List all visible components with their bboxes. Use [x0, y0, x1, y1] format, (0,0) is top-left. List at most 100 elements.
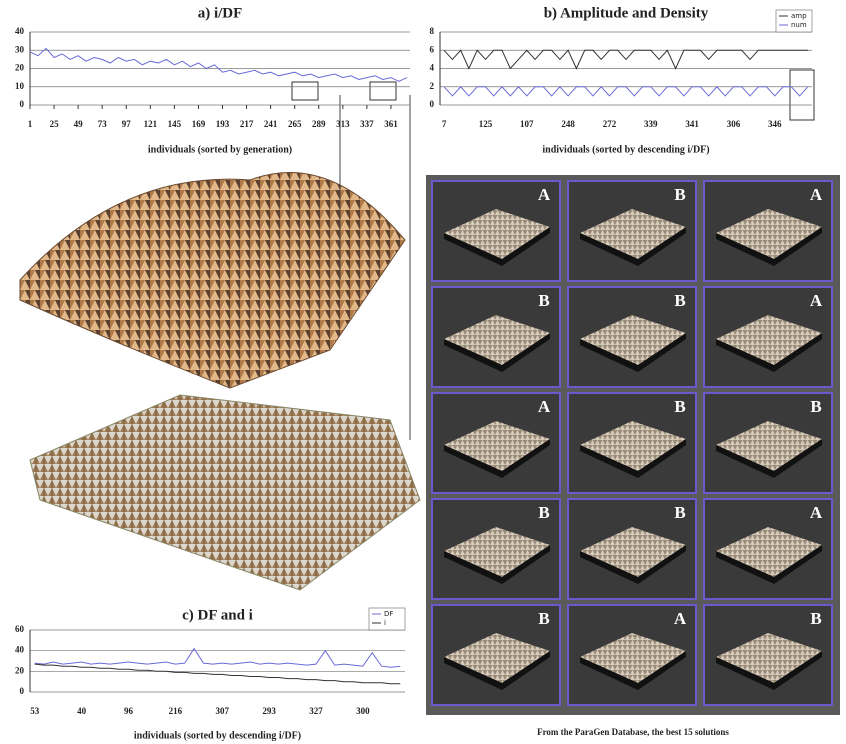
x-tick-label: 289	[312, 119, 326, 129]
thumbnail-label: A	[810, 291, 823, 310]
x-tick-label: 361	[384, 119, 398, 129]
thumbnail-label: A	[810, 503, 823, 522]
thumbnail-label: A	[538, 185, 551, 204]
highlight-box	[789, 69, 815, 121]
x-tick-label: 293	[262, 706, 276, 716]
thumbnail-label: B	[674, 503, 685, 522]
thumbnail-base	[716, 651, 822, 690]
x-tick-label: 272	[603, 119, 617, 129]
x-tick-label: 265	[288, 119, 302, 129]
thumbnail-surface	[580, 421, 686, 471]
x-tick-label: 125	[479, 119, 493, 129]
thumbnail-label: A	[810, 185, 823, 204]
thumbnail-base	[716, 333, 822, 372]
x-axis-label: individuals (sorted by generation)	[148, 144, 292, 155]
gallery: A B A B B A A B B B B A B A B	[431, 180, 833, 706]
x-tick-label: 241	[264, 119, 278, 129]
y-tick-label: 8	[430, 26, 435, 36]
series-line	[34, 663, 401, 685]
x-tick-label: 341	[685, 119, 699, 129]
thumbnail-label: B	[810, 397, 821, 416]
legend-label: amp	[791, 12, 807, 20]
thumbnail-base	[580, 439, 686, 478]
x-tick-label: 53	[30, 706, 40, 716]
x-tick-label: 346	[768, 119, 782, 129]
x-tick-label: 313	[336, 119, 350, 129]
x-tick-label: 300	[356, 706, 370, 716]
thumbnail-label: B	[538, 503, 549, 522]
thumbnail-surface	[580, 209, 686, 259]
highlight-box	[369, 81, 397, 101]
x-tick-label: 73	[98, 119, 108, 129]
thumbnail-label: B	[538, 291, 549, 310]
thumbnail-surface	[444, 421, 550, 471]
legend-label: i	[384, 619, 386, 627]
series-line	[29, 47, 408, 82]
x-tick-label: 7	[442, 119, 447, 129]
render-bottom	[29, 394, 421, 591]
series-line	[443, 49, 808, 70]
thumbnail-surface	[444, 209, 550, 259]
thumbnail-surface	[444, 527, 550, 577]
y-tick-label: 40	[15, 645, 25, 655]
x-tick-label: 25	[50, 119, 60, 129]
y-tick-label: 10	[15, 81, 25, 91]
x-tick-label: 337	[360, 119, 374, 129]
y-tick-label: 4	[430, 63, 435, 73]
thumbnail-base	[444, 651, 550, 690]
x-tick-label: 248	[561, 119, 575, 129]
y-tick-label: 0	[20, 686, 25, 696]
x-tick-label: 217	[240, 119, 254, 129]
highlight-box	[291, 81, 319, 101]
thumbnail-base	[716, 227, 822, 266]
thumbnail-label: B	[674, 185, 685, 204]
thumbnail-base	[444, 439, 550, 478]
thumbnail-base	[444, 545, 550, 584]
thumbnail-label: B	[538, 609, 549, 628]
legend-label: num	[791, 21, 807, 29]
x-tick-label: 49	[74, 119, 84, 129]
x-tick-label: 216	[169, 706, 183, 716]
gallery-caption: From the ParaGen Database, the best 15 s…	[537, 727, 729, 737]
chart-title: b) Amplitude and Density	[544, 5, 709, 21]
x-tick-label: 97	[122, 119, 132, 129]
thumbnail-surface	[580, 527, 686, 577]
y-tick-label: 0	[430, 99, 435, 109]
thumbnail-surface	[716, 315, 822, 365]
y-tick-label: 20	[15, 665, 25, 675]
chart-title: a) i/DF	[198, 5, 243, 21]
thumbnail-base	[580, 545, 686, 584]
x-tick-label: 1	[28, 119, 33, 129]
x-tick-label: 306	[727, 119, 741, 129]
thumbnail-label: B	[674, 291, 685, 310]
x-axis-label: individuals (sorted by descending i/DF)	[134, 730, 301, 741]
thumbnail-label: B	[674, 397, 685, 416]
render-top	[19, 172, 406, 389]
x-tick-label: 307	[215, 706, 229, 716]
y-tick-label: 30	[15, 44, 25, 54]
thumbnail-label: B	[810, 609, 821, 628]
thumbnail-surface	[580, 315, 686, 365]
thumbnail-surface	[444, 315, 550, 365]
thumbnail-base	[444, 227, 550, 266]
x-tick-label: 169	[192, 119, 206, 129]
x-tick-label: 96	[124, 706, 134, 716]
thumbnail-base	[580, 227, 686, 266]
y-tick-label: 2	[430, 81, 435, 91]
thumbnail-base	[716, 545, 822, 584]
thumbnail-label: A	[538, 397, 551, 416]
x-tick-label: 327	[309, 706, 323, 716]
y-tick-label: 6	[430, 44, 435, 54]
thumbnail-surface	[716, 633, 822, 683]
series-line	[443, 86, 809, 97]
thumbnail-base	[580, 333, 686, 372]
x-tick-label: 40	[77, 706, 87, 716]
x-tick-label: 121	[144, 119, 158, 129]
legend-label: DF	[384, 610, 393, 618]
y-tick-label: 40	[15, 26, 25, 36]
thumbnail-base	[444, 333, 550, 372]
y-tick-label: 60	[15, 624, 25, 634]
thumbnail-base	[716, 439, 822, 478]
x-axis-label: individuals (sorted by descending i/DF)	[542, 144, 709, 155]
